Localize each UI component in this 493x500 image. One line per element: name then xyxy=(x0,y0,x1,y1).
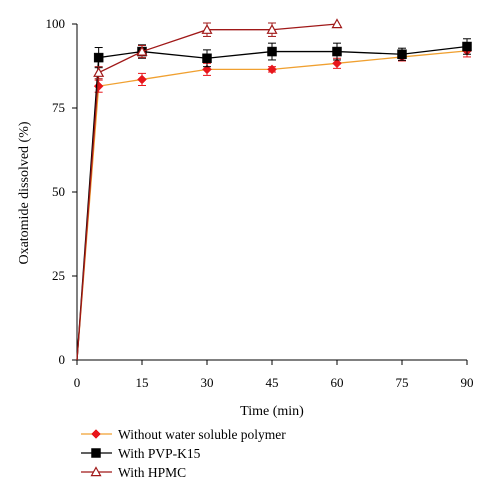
data-point xyxy=(93,81,104,92)
data-point xyxy=(137,74,147,85)
series-line xyxy=(76,23,338,361)
y-axis-title: Oxatomide dissolved (%) xyxy=(17,121,32,264)
data-point xyxy=(201,23,213,34)
data-point xyxy=(136,45,148,56)
data-point xyxy=(93,66,105,77)
series-1 xyxy=(76,38,472,361)
data-point xyxy=(267,46,277,57)
x-tick-label: 30 xyxy=(201,375,214,390)
data-point xyxy=(462,41,472,52)
y-tick-label: 25 xyxy=(52,268,65,283)
legend-label: With HPMC xyxy=(118,465,186,480)
y-tick-label: 75 xyxy=(52,100,65,115)
x-tick-label: 75 xyxy=(396,375,409,390)
legend: Without water soluble polymer With PVP-K1… xyxy=(81,427,286,480)
data-point xyxy=(331,18,343,29)
y-tick-label: 50 xyxy=(52,184,65,199)
y-tick-label: 100 xyxy=(46,16,66,31)
legend-item-2: With HPMC xyxy=(81,465,186,480)
legend-label: Without water soluble polymer xyxy=(118,427,286,442)
data-point xyxy=(332,46,342,57)
x-tick-label: 45 xyxy=(266,375,279,390)
legend-item-1: With PVP-K15 xyxy=(81,446,201,461)
data-point xyxy=(91,429,101,439)
x-tick-label: 0 xyxy=(74,375,81,390)
x-tick-label: 90 xyxy=(461,375,474,390)
series-line xyxy=(76,45,468,361)
data-point xyxy=(266,23,278,34)
data-point xyxy=(267,64,277,75)
axes: 0 25 50 75 100 0 15 30 45 60 75 90 xyxy=(46,16,474,390)
y-tick-label: 0 xyxy=(59,352,66,367)
series-2 xyxy=(76,18,343,361)
x-tick-label: 60 xyxy=(331,375,344,390)
data-point xyxy=(90,466,102,477)
data-point xyxy=(202,53,212,64)
data-point xyxy=(93,52,104,63)
data-point xyxy=(332,58,342,69)
series-line xyxy=(76,50,468,361)
legend-label: With PVP-K15 xyxy=(118,446,201,461)
data-point xyxy=(397,49,407,59)
data-point xyxy=(91,448,101,458)
series-layer xyxy=(76,18,472,361)
legend-item-0: Without water soluble polymer xyxy=(81,427,286,442)
x-tick-label: 15 xyxy=(136,375,149,390)
x-axis-title: Time (min) xyxy=(240,404,304,419)
series-0 xyxy=(76,44,472,361)
